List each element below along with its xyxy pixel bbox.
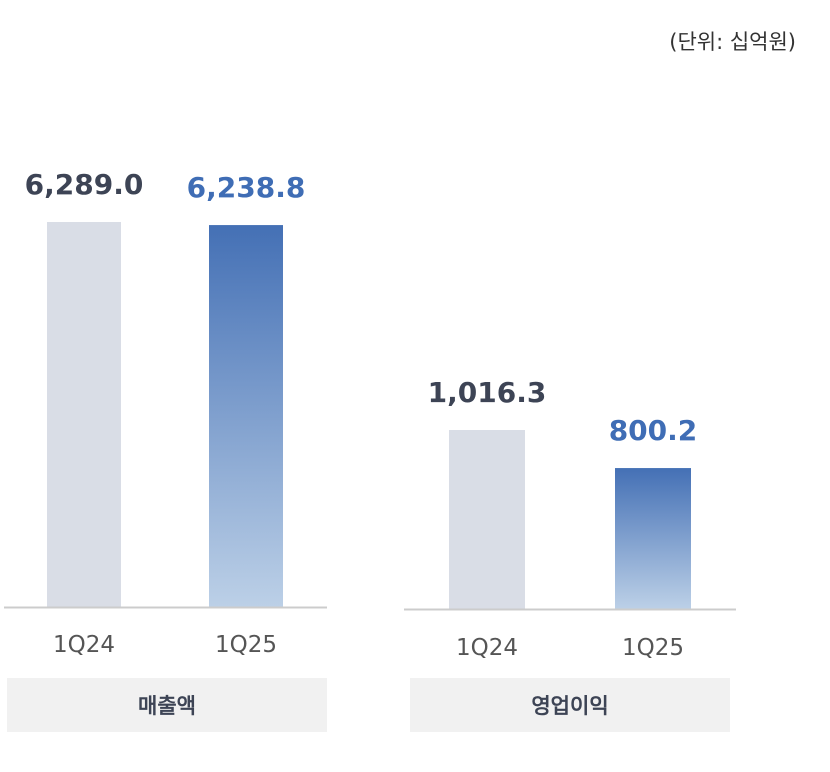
operating-profit-value-label-1q25: 800.2: [609, 414, 698, 447]
category-label-revenue: 매출액: [7, 678, 327, 732]
operating-profit-bar-1q25: [615, 468, 691, 609]
revenue-tick-label-1q24: 1Q24: [53, 632, 115, 658]
unit-label: (단위: 십억원): [669, 30, 796, 54]
revenue-tick-label-1q25: 1Q25: [215, 632, 277, 658]
operating-profit-tick-label-1q24: 1Q24: [456, 635, 518, 661]
revenue-bar-1q25: [209, 225, 283, 607]
operating-profit-bar-1q24: [449, 430, 525, 609]
operating-profit-tick-label-1q25: 1Q25: [622, 635, 684, 661]
revenue-bar-1q24: [47, 222, 121, 607]
operating-profit-value-label-1q24: 1,016.3: [428, 376, 547, 409]
revenue-value-label-1q24: 6,289.0: [25, 168, 144, 201]
category-label-operating-profit: 영업이익: [410, 678, 730, 732]
revenue-value-label-1q25: 6,238.8: [187, 171, 306, 204]
